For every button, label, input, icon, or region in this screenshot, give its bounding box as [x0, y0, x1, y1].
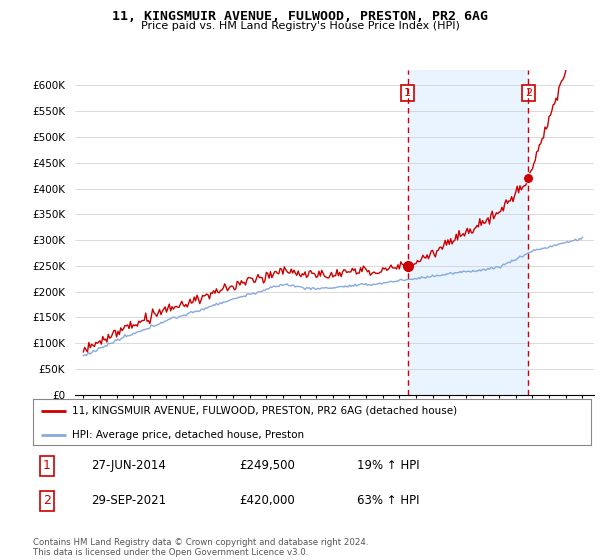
- Text: 27-JUN-2014: 27-JUN-2014: [92, 459, 166, 473]
- Text: 11, KINGSMUIR AVENUE, FULWOOD, PRESTON, PR2 6AG (detached house): 11, KINGSMUIR AVENUE, FULWOOD, PRESTON, …: [72, 406, 457, 416]
- Text: £249,500: £249,500: [239, 459, 295, 473]
- Text: 63% ↑ HPI: 63% ↑ HPI: [356, 494, 419, 507]
- Text: 2: 2: [43, 494, 51, 507]
- Text: 1: 1: [404, 88, 411, 98]
- Text: HPI: Average price, detached house, Preston: HPI: Average price, detached house, Pres…: [72, 430, 304, 440]
- Text: Contains HM Land Registry data © Crown copyright and database right 2024.
This d: Contains HM Land Registry data © Crown c…: [33, 538, 368, 557]
- Text: Price paid vs. HM Land Registry's House Price Index (HPI): Price paid vs. HM Land Registry's House …: [140, 21, 460, 31]
- Text: 19% ↑ HPI: 19% ↑ HPI: [356, 459, 419, 473]
- Bar: [407, 70, 528, 395]
- Text: 2: 2: [525, 88, 532, 98]
- Text: 1: 1: [43, 459, 51, 473]
- Text: 29-SEP-2021: 29-SEP-2021: [92, 494, 167, 507]
- Text: 11, KINGSMUIR AVENUE, FULWOOD, PRESTON, PR2 6AG: 11, KINGSMUIR AVENUE, FULWOOD, PRESTON, …: [112, 10, 488, 23]
- Text: £420,000: £420,000: [239, 494, 295, 507]
